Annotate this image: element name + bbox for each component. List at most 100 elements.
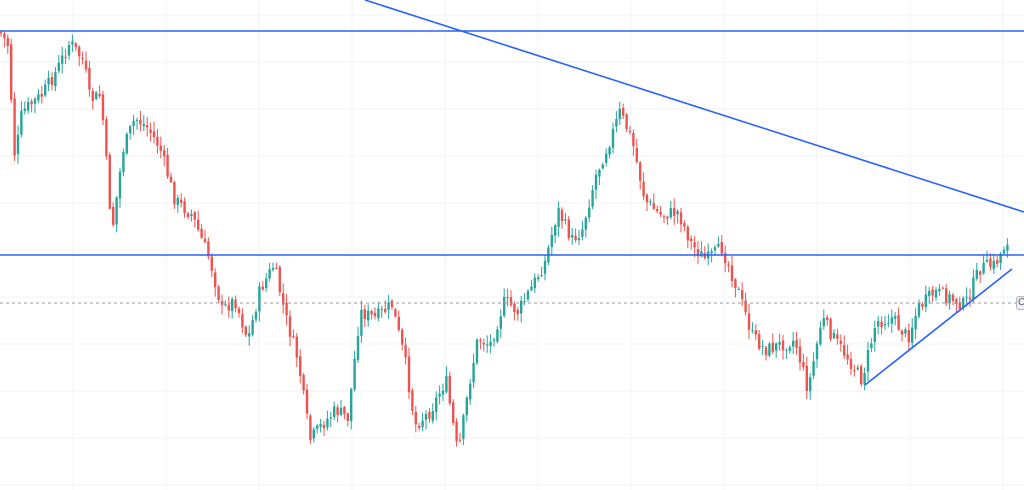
candle-body — [16, 134, 20, 154]
candle-body — [921, 304, 924, 307]
candle-body — [588, 207, 591, 218]
candle-body — [550, 234, 553, 247]
candle-body — [499, 316, 502, 329]
candle-body — [373, 312, 377, 317]
candle-body — [112, 207, 115, 225]
candle-body — [696, 249, 700, 257]
candle-body — [826, 317, 829, 321]
candle-body — [574, 235, 577, 241]
candle-body — [513, 303, 516, 312]
candle-body — [217, 286, 220, 300]
candle-body — [635, 148, 638, 162]
candle-body — [333, 406, 336, 418]
candle-body — [377, 308, 380, 319]
price-label-tag[interactable]: C — [1016, 296, 1024, 310]
candle-body — [101, 94, 105, 120]
candle-body — [458, 439, 462, 441]
candle-body — [601, 164, 604, 169]
candle-body — [469, 383, 472, 400]
candle-body — [105, 119, 108, 157]
candle-body — [404, 345, 407, 358]
candle-body — [649, 201, 652, 203]
candle-body — [503, 296, 506, 316]
candle-body — [95, 92, 98, 100]
candle-body — [356, 336, 360, 360]
candle-body — [887, 323, 890, 325]
candle-body — [543, 260, 547, 274]
candle-body — [431, 411, 434, 421]
candle-body — [122, 152, 125, 173]
candle-body — [312, 429, 315, 439]
candle-body — [611, 128, 615, 148]
candle-body — [951, 294, 955, 301]
candle-body — [866, 350, 870, 372]
candle-body — [605, 153, 608, 163]
candle-body — [74, 43, 77, 48]
candle-body — [764, 347, 768, 356]
candle-body — [421, 420, 424, 427]
candle-body — [972, 277, 975, 300]
candle-body — [108, 154, 111, 209]
candle-body — [302, 375, 305, 391]
candle-body — [482, 342, 485, 345]
candle-body — [659, 211, 662, 215]
candle-body — [914, 315, 917, 330]
candle-body — [798, 346, 802, 363]
candle-body — [441, 390, 445, 395]
candle-body — [207, 241, 210, 257]
candle-body — [305, 389, 309, 414]
candle-body — [360, 309, 363, 336]
candle-body — [424, 413, 428, 420]
candle-body — [44, 84, 47, 96]
candle-body — [231, 299, 234, 311]
candle-body — [873, 328, 876, 343]
candle-body — [387, 302, 390, 311]
candle-body — [50, 77, 54, 85]
candle-body — [452, 402, 455, 423]
candle-body — [819, 327, 822, 345]
candle-body — [924, 294, 927, 308]
candle-body — [962, 298, 965, 308]
candle-body — [479, 340, 482, 342]
candle-body — [917, 302, 921, 317]
candle-body — [683, 223, 686, 227]
candle-body — [200, 228, 203, 238]
candle-body — [523, 300, 526, 302]
candle-body — [13, 98, 16, 156]
candle-body — [955, 299, 958, 304]
candle-body — [666, 216, 669, 219]
candle-body — [890, 317, 893, 324]
candle-body — [346, 413, 349, 421]
candle-body — [812, 361, 815, 376]
candle-body — [115, 197, 118, 225]
candle-body — [278, 267, 281, 293]
candle-body — [316, 425, 319, 429]
candle-body — [591, 190, 594, 207]
candle-body — [339, 407, 343, 415]
candle-body — [761, 346, 764, 348]
candle-body — [557, 208, 560, 227]
candle-body — [785, 349, 788, 351]
candle-body — [622, 107, 625, 116]
candle-body — [78, 46, 81, 57]
candle-body — [135, 119, 139, 121]
candle-body — [33, 98, 37, 104]
candle-body — [438, 393, 441, 397]
candle-body — [741, 290, 744, 299]
candle-body — [781, 340, 785, 351]
candle-body — [210, 256, 213, 271]
candle-body — [608, 147, 611, 155]
candle-body — [598, 169, 601, 177]
candle-body — [0, 32, 3, 34]
candle-body — [877, 321, 880, 327]
candle-body — [139, 119, 142, 125]
candle-body — [992, 260, 995, 269]
candle-body — [829, 319, 832, 340]
candle-body — [700, 251, 703, 257]
candle-body — [435, 397, 438, 412]
candle-body — [288, 316, 292, 337]
candle-body — [554, 225, 557, 236]
candle-body — [197, 219, 200, 230]
